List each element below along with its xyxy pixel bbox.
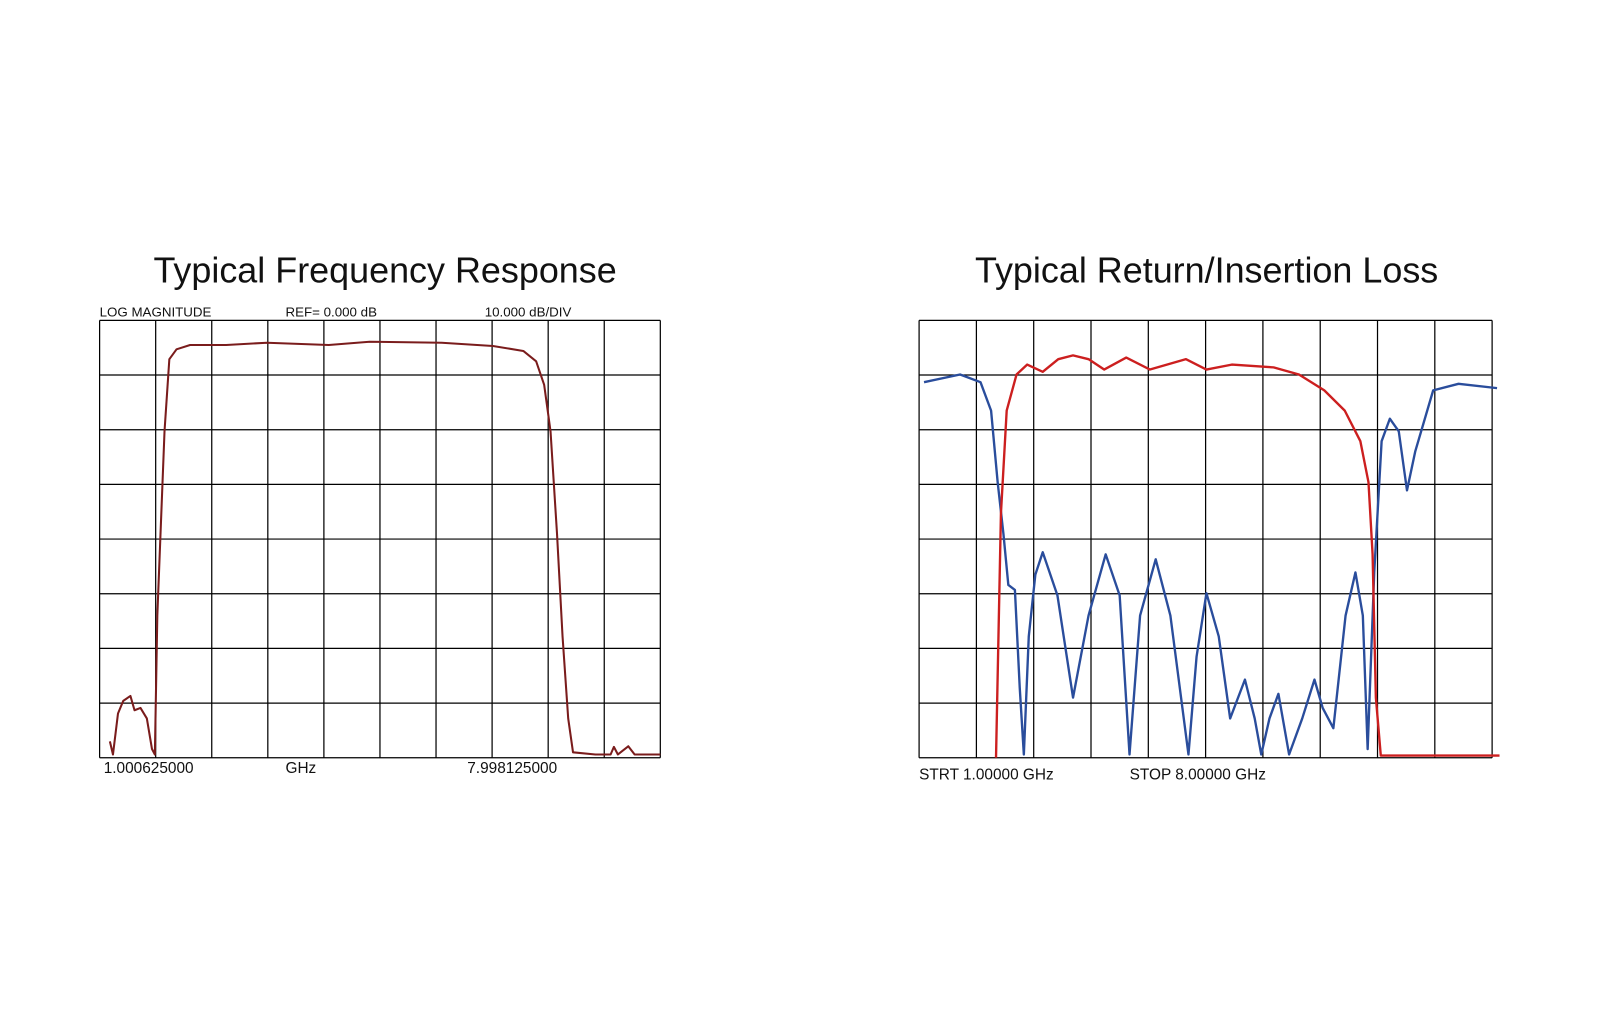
annotation: GHz (285, 760, 316, 777)
chart-title: Typical Frequency Response (153, 250, 616, 291)
chart-title: Typical Return/Insertion Loss (975, 250, 1438, 291)
line-series (108, 340, 661, 756)
annotation: 10.000 dB/DIV (485, 305, 572, 320)
line-series (923, 373, 1498, 756)
line-series (994, 354, 1500, 758)
annotation: STRT 1.00000 GHz (919, 766, 1054, 783)
annotation: 1.000625000 (104, 760, 194, 777)
annotation: STOP 8.00000 GHz (1130, 766, 1266, 783)
annotation: 7.998125000 (467, 760, 557, 777)
annotation: LOG MAGNITUDE (100, 305, 212, 320)
annotation: REF= 0.000 dB (285, 305, 377, 320)
